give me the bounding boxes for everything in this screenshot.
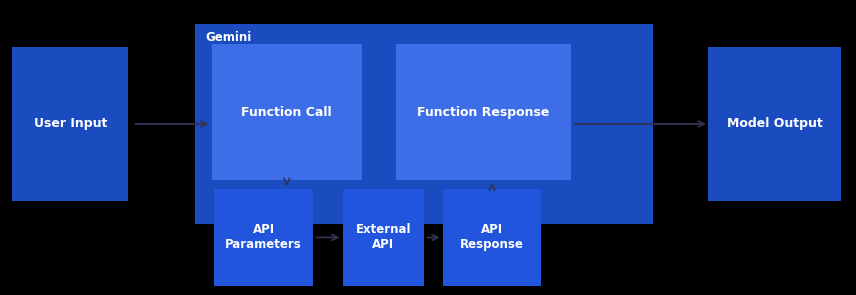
FancyBboxPatch shape	[443, 189, 541, 286]
FancyBboxPatch shape	[214, 189, 313, 286]
FancyBboxPatch shape	[194, 24, 652, 224]
Text: Function Response: Function Response	[418, 106, 550, 119]
Text: API
Response: API Response	[461, 224, 524, 251]
FancyBboxPatch shape	[12, 47, 128, 201]
FancyBboxPatch shape	[342, 189, 425, 286]
FancyBboxPatch shape	[395, 44, 572, 180]
FancyBboxPatch shape	[709, 47, 841, 201]
Text: Gemini: Gemini	[205, 31, 252, 44]
Text: External
API: External API	[356, 224, 411, 251]
Text: Model Output: Model Output	[727, 117, 823, 130]
FancyBboxPatch shape	[212, 44, 361, 180]
Text: API
Parameters: API Parameters	[225, 224, 302, 251]
Text: User Input: User Input	[33, 117, 107, 130]
Text: Function Call: Function Call	[241, 106, 332, 119]
